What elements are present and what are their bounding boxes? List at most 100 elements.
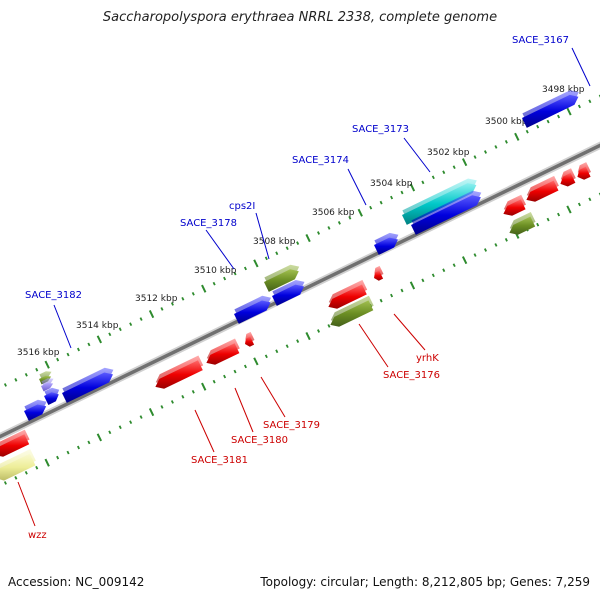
tick-label: 3512 kbp [135, 294, 178, 304]
gene-arrow[interactable] [264, 264, 300, 292]
ruler-tick [566, 107, 572, 116]
gene-arrow-body [411, 195, 481, 235]
gene-arrow[interactable] [155, 355, 204, 389]
gene-label[interactable]: SACE_3179 [263, 420, 320, 431]
gene-arrow[interactable] [411, 190, 482, 235]
gene-arrow[interactable] [374, 265, 384, 281]
leader-line [393, 313, 426, 351]
gene-arrow-body [234, 300, 271, 324]
ruler-tick [264, 256, 268, 261]
gene-label[interactable]: wzz [28, 530, 47, 541]
outer-tick-ruler [3, 94, 600, 387]
accession-text: Accession: NC_009142 [8, 575, 145, 589]
ruler-tick [390, 293, 394, 298]
gene-arrow[interactable] [41, 378, 54, 392]
gene-arrow[interactable] [44, 387, 60, 405]
gene-arrow[interactable] [577, 162, 591, 180]
gene-label[interactable]: SACE_3182 [25, 290, 82, 301]
gene-arrow[interactable] [560, 168, 576, 187]
gene-arrow-body [402, 183, 477, 225]
ruler-tick [494, 145, 498, 149]
gene-arrow[interactable] [0, 449, 36, 481]
ruler-tick [129, 322, 133, 326]
gene-arrow[interactable] [402, 178, 477, 225]
ruler-tick [96, 335, 103, 344]
ruler-tick [421, 278, 425, 283]
ruler-tick [369, 205, 373, 210]
gene-arrow[interactable] [245, 331, 255, 347]
gene-arrow[interactable] [330, 295, 374, 327]
gene-label[interactable]: SACE_3176 [383, 370, 440, 381]
forward-gene-labels: SACE_3167 SACE_3173 SACE_3174 cps2I SACE… [25, 35, 569, 301]
ruler-tick [483, 150, 488, 154]
gene-arrow-body [272, 284, 305, 306]
gene-arrow[interactable] [24, 399, 47, 421]
forward-leader-lines [53, 47, 591, 349]
gene-arrow[interactable] [509, 212, 536, 235]
gene-arrow[interactable] [328, 279, 368, 309]
gene-arrow[interactable] [374, 232, 399, 255]
leader-line [17, 481, 36, 527]
reverse-gene-labels: yrhK SACE_3176 SACE_3179 SACE_3180 SACE_… [28, 353, 440, 541]
ruler-tick [494, 243, 498, 247]
leader-line [53, 304, 72, 349]
ruler-tick [87, 440, 91, 445]
ruler-tick [139, 415, 143, 419]
leader-line [571, 47, 591, 87]
gene-arrow[interactable] [206, 338, 240, 365]
gene-arrow[interactable] [272, 280, 305, 306]
ruler-tick [379, 200, 383, 205]
gene-label[interactable]: cps2I [229, 201, 255, 212]
ruler-tick [181, 297, 185, 301]
gene-arrow[interactable] [522, 90, 579, 128]
ruler-tick [118, 425, 122, 430]
tick-labels: 3498 kbp 3500 kbp 3502 kbp 3504 kbp 3506… [17, 85, 585, 358]
gene-arrow-body [206, 343, 240, 365]
gene-label[interactable]: SACE_3167 [512, 35, 569, 46]
ruler-tick [452, 263, 456, 268]
gene-arrow-body [328, 284, 367, 309]
tick-label: 3508 kbp [253, 237, 296, 247]
ruler-tick [24, 372, 28, 377]
ruler-tick [577, 104, 581, 109]
ruler-tick [566, 205, 572, 214]
ruler-tick [118, 327, 122, 332]
ruler-tick [305, 234, 311, 243]
ruler-tick [233, 369, 237, 374]
ruler-tick [191, 291, 195, 296]
ruler-tick [56, 455, 60, 460]
gene-label[interactable]: yrhK [416, 353, 439, 364]
ruler-tick [409, 281, 416, 290]
gene-label[interactable]: SACE_3178 [180, 218, 237, 229]
ruler-tick [317, 329, 321, 333]
ruler-tick [44, 458, 50, 467]
ruler-tick [442, 170, 446, 175]
gene-label[interactable]: SACE_3174 [292, 155, 349, 166]
ruler-tick [14, 378, 18, 382]
ruler-tick [253, 259, 259, 268]
leader-line [403, 137, 431, 173]
gene-arrow[interactable] [526, 175, 559, 202]
gene-label[interactable]: SACE_3181 [191, 455, 248, 466]
gene-arrow-body [509, 216, 536, 235]
tick-label: 3514 kbp [76, 321, 119, 331]
ruler-tick [96, 433, 103, 442]
ruler-tick [504, 140, 508, 144]
ruler-tick [148, 310, 155, 319]
ruler-tick [557, 114, 561, 119]
gene-arrow[interactable] [234, 295, 271, 324]
gene-label[interactable]: SACE_3173 [352, 124, 409, 135]
leader-line [234, 387, 254, 433]
gene-arrow[interactable] [0, 429, 30, 457]
gene-arrow[interactable] [503, 194, 526, 216]
gene-arrow[interactable] [62, 367, 114, 403]
gene-label[interactable]: SACE_3180 [231, 435, 288, 446]
ruler-tick [452, 165, 456, 170]
tick-label: 3504 kbp [370, 179, 413, 189]
gene-arrow-body [62, 372, 113, 403]
ruler-tick [76, 347, 80, 352]
ruler-tick [461, 158, 468, 167]
ruler-tick [525, 129, 529, 134]
ruler-tick [327, 324, 331, 328]
ruler-tick [243, 266, 247, 271]
